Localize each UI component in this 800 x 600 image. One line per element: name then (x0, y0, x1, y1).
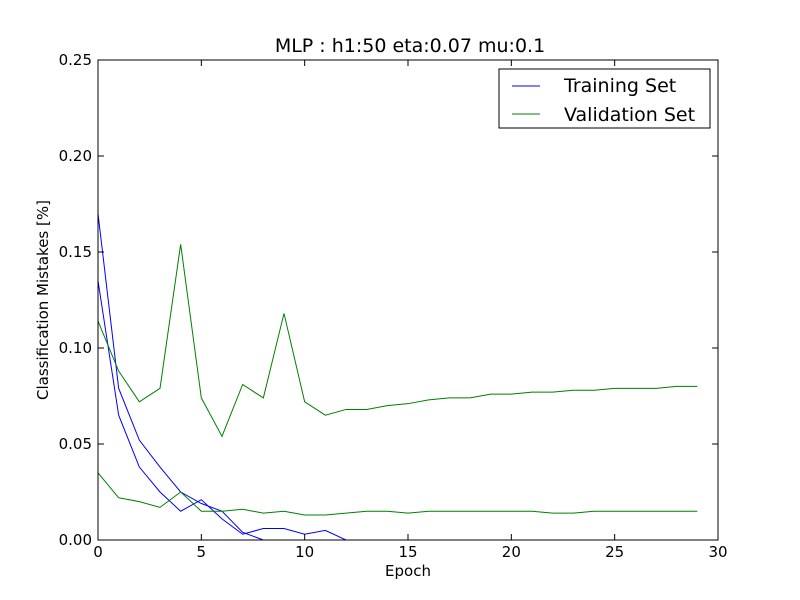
series-line-validation-2 (97, 244, 698, 438)
x-axis-ticks: 0 5 10 15 20 25 30 (93, 60, 728, 561)
y-axis-label: Classification Mistakes [%] (34, 200, 52, 400)
legend-label-training: Training Set (563, 75, 676, 97)
plot-area (97, 59, 719, 541)
legend: Training Set Validation Set (498, 68, 711, 129)
series-line-validation-3 (97, 472, 698, 516)
y-tick-label: 0.05 (59, 435, 92, 453)
chart-title: MLP : h1:50 eta:0.07 mu:0.1 (275, 35, 545, 57)
legend-box (498, 68, 711, 129)
x-tick-label: 10 (295, 543, 314, 561)
y-tick-label: 0.25 (59, 51, 92, 69)
legend-label-validation: Validation Set (564, 104, 695, 126)
y-tick-label: 0.10 (59, 339, 92, 357)
y-tick-label: 0.20 (59, 147, 92, 165)
x-tick-label: 15 (398, 543, 417, 561)
x-tick-label: 30 (708, 543, 727, 561)
x-tick-label: 20 (502, 543, 521, 561)
x-tick-label: 5 (197, 543, 207, 561)
x-tick-label: 25 (605, 543, 624, 561)
y-tick-label: 0.00 (59, 531, 92, 549)
x-axis-label: Epoch (385, 562, 431, 580)
y-tick-label: 0.15 (59, 243, 92, 261)
x-tick-label: 0 (93, 543, 103, 561)
plot-background (98, 60, 718, 540)
y-axis-ticks: 0.00 0.05 0.10 0.15 0.20 0.25 (59, 51, 718, 549)
